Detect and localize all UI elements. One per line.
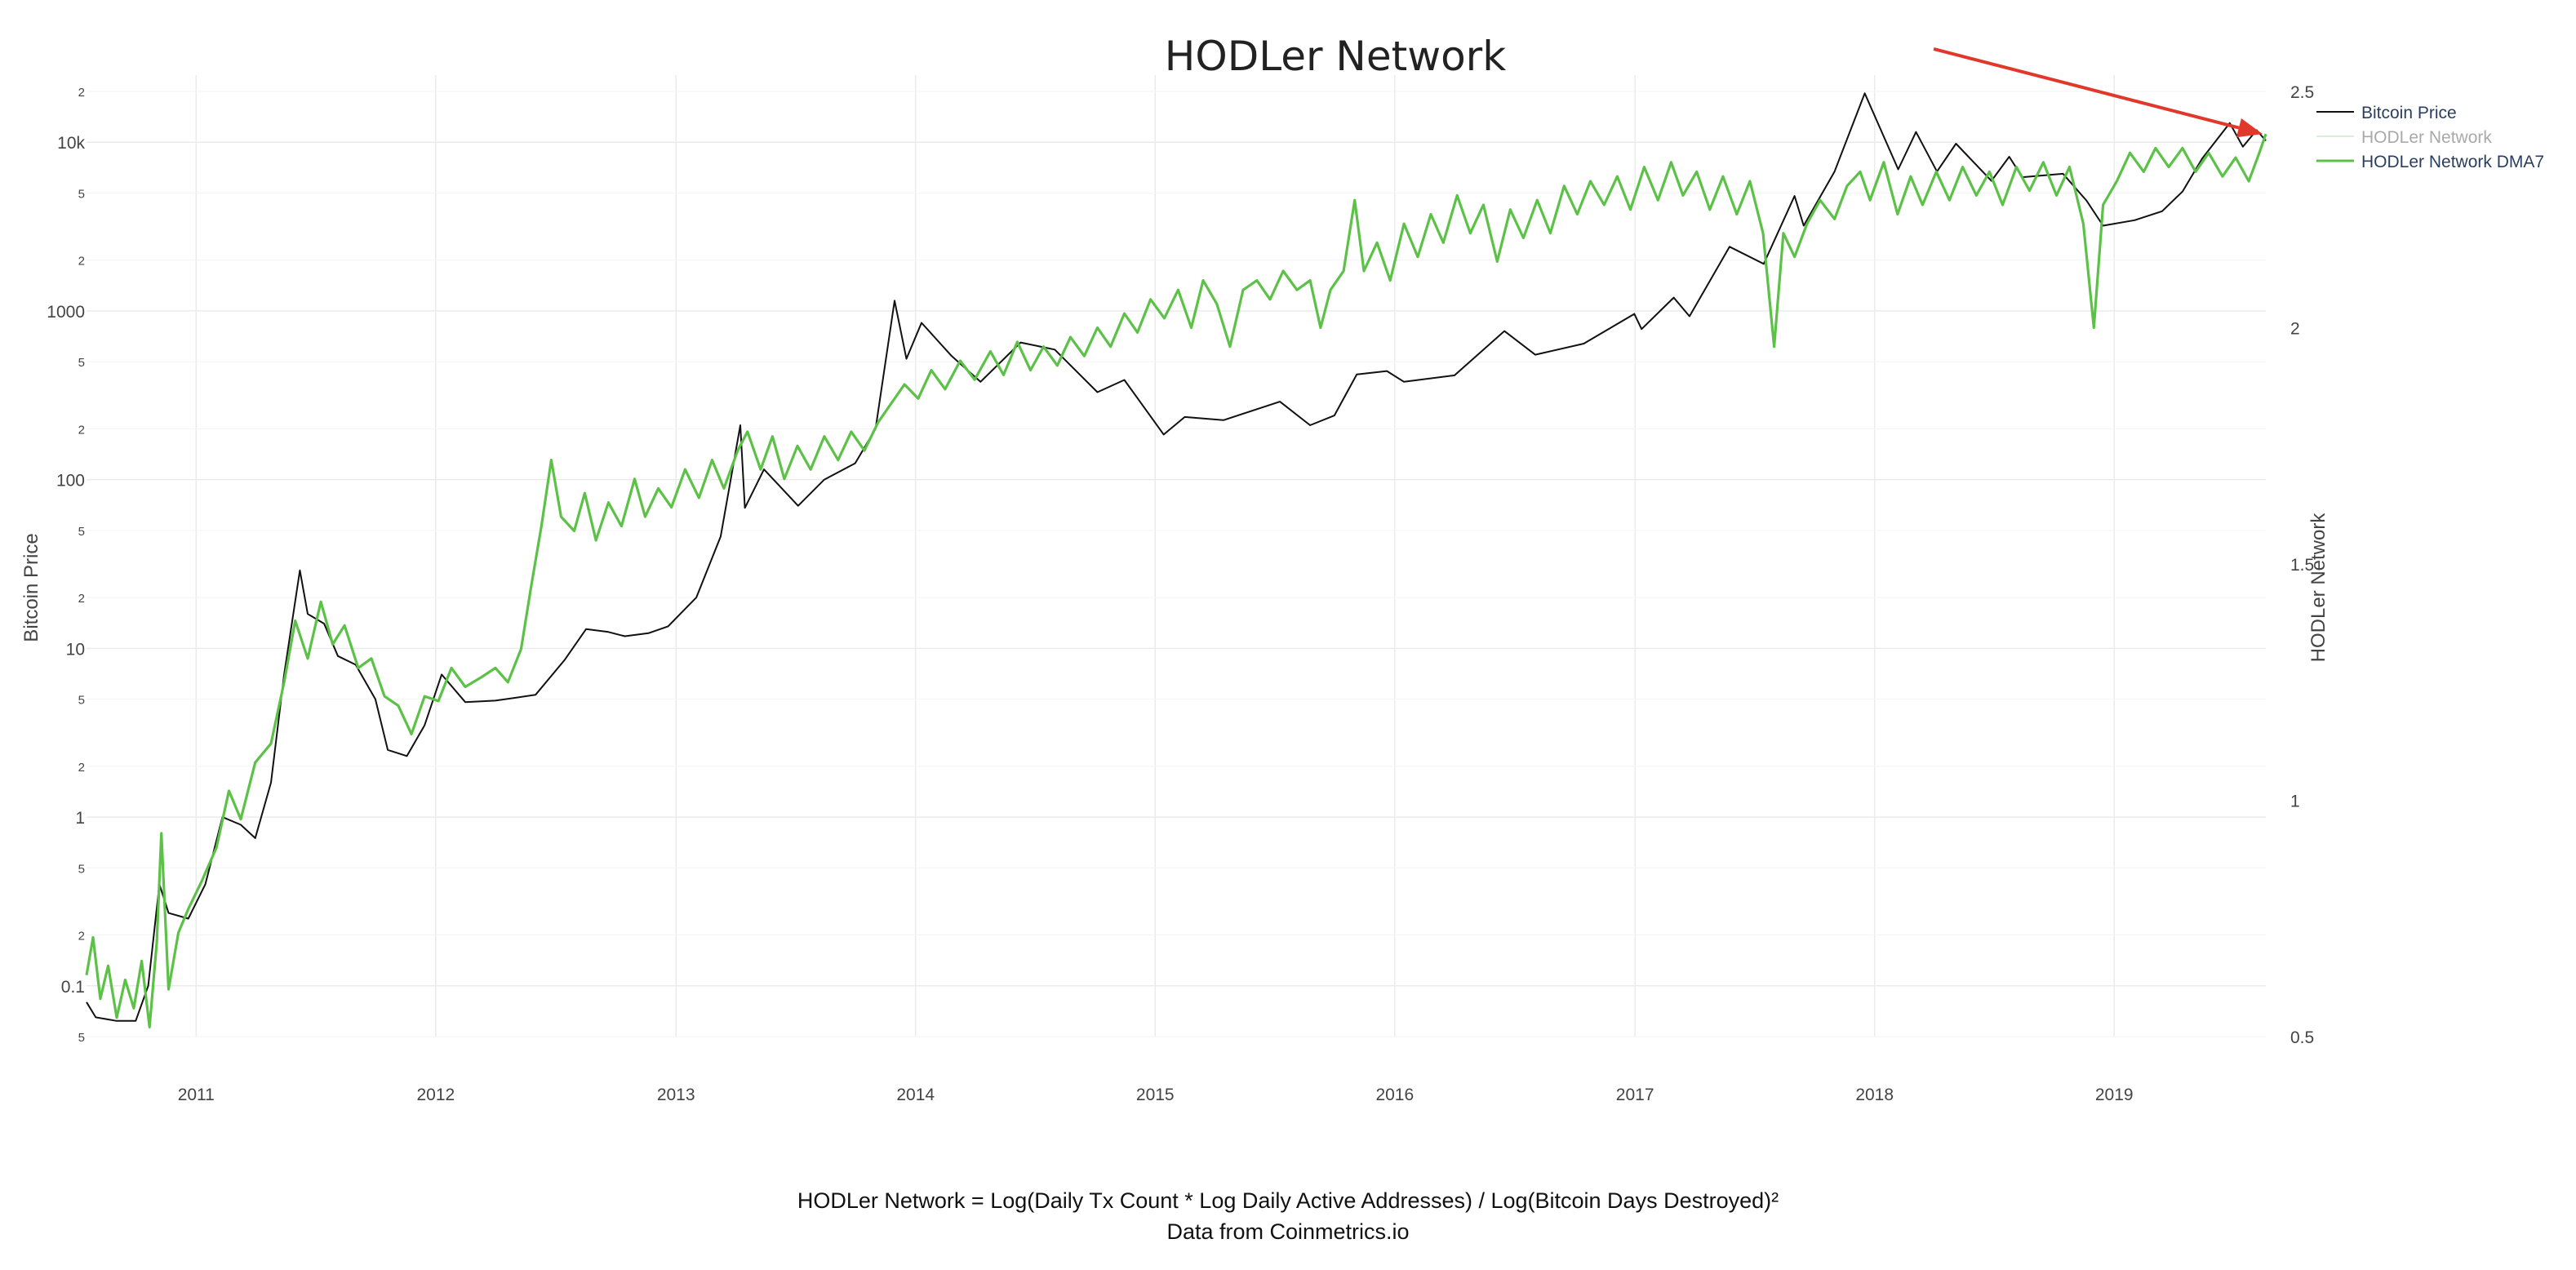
y-right-tick-label: 1.5 [2290, 556, 2314, 575]
axis-ticks: 2011 2012 2013 2014 2015 2016 2017 2018 2019 0.1 1… [47, 83, 2314, 1104]
legend-item-hodler-network[interactable]: HODLer Network [2316, 128, 2492, 147]
y-left-tick-label: 0.1 [61, 978, 85, 997]
y-left-minor-tick-label: 5 [78, 862, 85, 876]
annotation-arrow-shaft [1933, 47, 2240, 130]
y-left-tick-label: 100 [56, 472, 85, 491]
legend-label-hodler-network-dma7: HODLer Network DMA7 [2361, 153, 2544, 171]
y-right-tick-label: 2.5 [2290, 83, 2314, 102]
y-left-minor-tick-label: 2 [78, 761, 85, 775]
x-tick-label: 2014 [896, 1086, 935, 1104]
y-left-minor-tick-label: 2 [78, 592, 85, 606]
x-tick-label: 2011 [178, 1086, 215, 1104]
chart: HODLer Network 2011 2012 2013 2014 2015 2016 2… [20, 33, 2544, 1104]
x-tick-label: 2015 [1136, 1086, 1175, 1104]
formula-caption: HODLer Network = Log(Daily Tx Count * Lo… [797, 1188, 1779, 1213]
legend[interactable]: Bitcoin Price HODLer Network HODLer Netw… [2316, 104, 2544, 171]
footer: HODLer Network = Log(Daily Tx Count * Lo… [0, 1185, 2576, 1247]
x-tick-label: 2019 [2095, 1086, 2134, 1104]
x-tick-label: 2012 [416, 1086, 455, 1104]
y-left-minor-tick-label: 2 [78, 255, 85, 269]
y-left-minor-tick-label: 5 [78, 525, 85, 539]
y-axis-right-title: HODLer Network [2307, 513, 2330, 663]
y-left-tick-label: 10 [66, 640, 85, 659]
y-left-minor-tick-label: 2 [78, 930, 85, 944]
x-tick-label: 2017 [1616, 1086, 1654, 1104]
series-line-hodler-network-dma7 [85, 133, 2267, 1028]
legend-item-bitcoin-price[interactable]: Bitcoin Price [2316, 104, 2457, 122]
y-left-tick-label: 1 [75, 809, 85, 828]
y-right-tick-label: 0.5 [2290, 1028, 2314, 1047]
x-tick-label: 2013 [657, 1086, 695, 1104]
x-tick-label: 2018 [1855, 1086, 1894, 1104]
chart-title: HODLer Network [1165, 33, 1506, 80]
grid [87, 75, 2266, 1037]
legend-label-bitcoin-price: Bitcoin Price [2361, 104, 2457, 122]
y-left-minor-tick-label: 5 [78, 1031, 85, 1045]
y-right-tick-label: 2 [2290, 320, 2300, 339]
legend-label-hodler-network: HODLer Network [2361, 128, 2492, 147]
data-source-caption: Data from Coinmetrics.io [1166, 1219, 1410, 1244]
y-left-minor-tick-label: 5 [78, 187, 85, 201]
series-lines [85, 92, 2267, 1028]
y-left-tick-label: 10k [57, 134, 85, 153]
y-left-minor-tick-label: 2 [78, 86, 85, 100]
legend-item-hodler-network-dma7[interactable]: HODLer Network DMA7 [2316, 153, 2544, 171]
annotation-arrow [1933, 47, 2263, 138]
y-right-tick-label: 1 [2290, 793, 2300, 811]
y-left-tick-label: 1000 [47, 303, 85, 322]
y-axis-left-title: Bitcoin Price [20, 533, 42, 642]
annotation-arrow-head [2236, 118, 2263, 138]
y-left-minor-tick-label: 2 [78, 423, 85, 437]
x-tick-label: 2016 [1375, 1086, 1414, 1104]
y-left-minor-tick-label: 5 [78, 694, 85, 708]
y-left-minor-tick-label: 5 [78, 356, 85, 370]
series-line-bitcoin-price [86, 92, 2267, 1022]
